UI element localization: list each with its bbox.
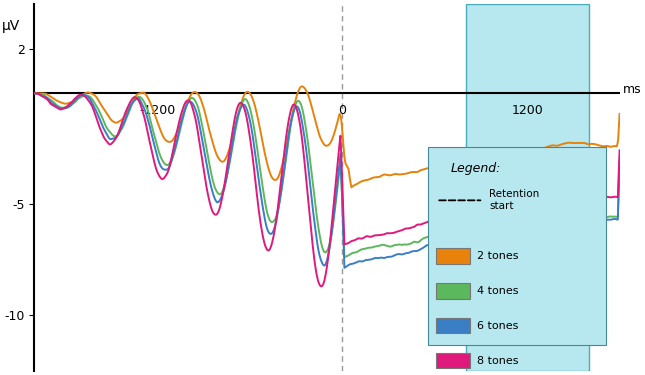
- Text: ms: ms: [622, 83, 641, 96]
- Text: -1200: -1200: [139, 104, 175, 117]
- FancyBboxPatch shape: [437, 283, 470, 298]
- FancyBboxPatch shape: [437, 318, 470, 333]
- Text: 6 tones: 6 tones: [477, 321, 519, 331]
- Text: 1200: 1200: [511, 104, 543, 117]
- Text: 8 tones: 8 tones: [477, 356, 519, 366]
- Text: Retention
start: Retention start: [489, 189, 539, 211]
- Text: 2 tones: 2 tones: [477, 251, 519, 261]
- Text: 4 tones: 4 tones: [477, 286, 519, 296]
- FancyBboxPatch shape: [428, 147, 606, 345]
- Text: Legend:: Legend:: [451, 162, 501, 175]
- FancyBboxPatch shape: [437, 353, 470, 368]
- Y-axis label: μV: μV: [2, 20, 20, 33]
- FancyBboxPatch shape: [437, 248, 470, 264]
- Bar: [466, 4, 589, 371]
- Text: 0: 0: [339, 104, 346, 117]
